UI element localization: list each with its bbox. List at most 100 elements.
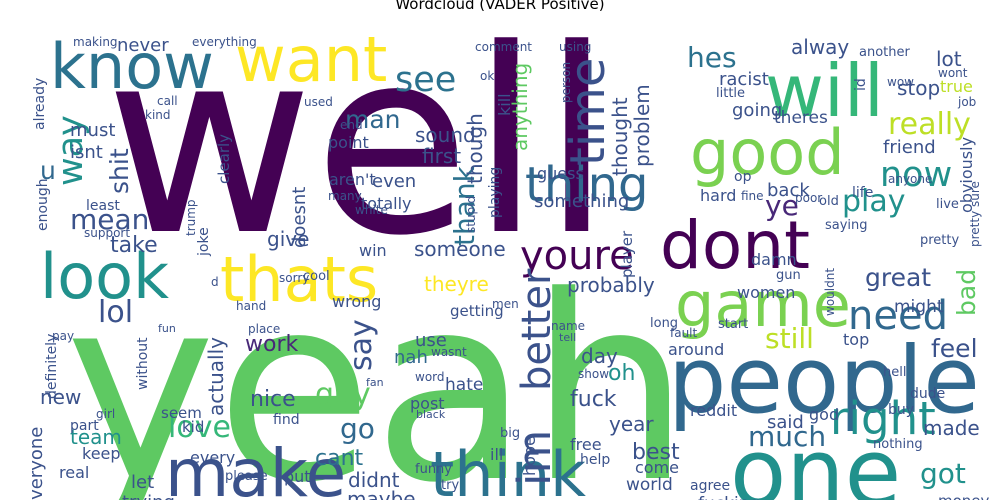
word-kid: kid <box>182 418 204 436</box>
word-make: make <box>165 435 346 500</box>
word-thought: thought <box>608 97 632 176</box>
word-wow: wow <box>887 75 914 89</box>
word-god: god <box>809 405 839 424</box>
word-saying: saying <box>825 218 868 233</box>
word-fan: fan <box>366 376 384 389</box>
word-im: im <box>508 430 561 486</box>
word-ye: ye <box>765 189 799 222</box>
word-use: use <box>415 330 447 351</box>
word-wont: wont <box>938 66 968 80</box>
word-better: better <box>514 268 560 391</box>
word-lot: lot <box>936 47 962 71</box>
word-need: need <box>848 293 948 339</box>
word-feel: feel <box>931 334 978 363</box>
word-place: place <box>248 322 280 336</box>
word-dude: dude <box>910 386 945 402</box>
word-wrong: wrong <box>332 292 381 311</box>
word-year: year <box>609 412 654 436</box>
word-theres: theres <box>774 108 828 128</box>
word-one: one <box>730 419 901 500</box>
word-hes: hes <box>687 41 737 74</box>
word-guess: guess <box>537 164 584 183</box>
word-top: top <box>843 330 869 349</box>
word-must: must <box>70 120 115 141</box>
word-fine: fine <box>741 189 764 203</box>
word-cool: cool <box>303 269 330 284</box>
word-hand: hand <box>236 299 266 313</box>
word-dont: dont <box>660 207 810 284</box>
word-long: long <box>650 316 678 331</box>
word-someone: someone <box>414 237 506 261</box>
word-even: even <box>372 171 416 192</box>
word-doesnt: doesnt <box>289 187 310 248</box>
word-maybe: maybe <box>347 487 416 500</box>
word-know: know <box>50 30 214 103</box>
word-back: back <box>767 180 810 201</box>
word-find: find <box>273 412 300 428</box>
word-time: time <box>560 58 616 166</box>
word-anyone: anyone <box>888 172 932 186</box>
word-ok: ok <box>480 69 494 83</box>
word-didnt: didnt <box>348 468 400 492</box>
word-actually: actually <box>204 337 228 416</box>
word-put: put <box>284 467 311 486</box>
word-person: person <box>559 62 573 103</box>
word-obviously: obviously <box>957 137 976 213</box>
word-enough: enough <box>35 178 51 231</box>
word-pretty: pretty <box>920 233 960 248</box>
word-player: player <box>618 230 636 278</box>
word-want: want <box>235 23 387 96</box>
word-best: best <box>632 440 680 465</box>
word-guy: guy <box>315 377 371 412</box>
word-seem: seem <box>161 404 202 422</box>
word-life: life <box>852 185 873 201</box>
word-got: got <box>920 457 966 490</box>
word-help: help <box>580 452 610 468</box>
word-call: call <box>157 94 178 108</box>
word-black: black <box>416 408 446 421</box>
word-please: please <box>225 469 268 484</box>
word-playing: playing <box>487 167 503 218</box>
word-definitely: definitely <box>44 334 60 399</box>
word-buy: buy <box>888 402 914 418</box>
word-play: play <box>842 184 906 219</box>
word-thats: thats <box>220 243 378 316</box>
word-wasnt: wasnt <box>431 345 467 359</box>
word-true: true <box>940 77 973 96</box>
word-lol: lol <box>98 295 133 330</box>
word-big: big <box>500 426 520 441</box>
word-take: take <box>110 233 158 258</box>
word-way: way <box>51 115 91 186</box>
word-nothing: nothing <box>873 437 923 452</box>
word-free: free <box>570 435 602 454</box>
word-team: team <box>70 425 122 449</box>
word-racist: racist <box>719 69 769 90</box>
word-op: op <box>734 169 752 185</box>
chart-title: Wordcloud (VADER Positive) <box>395 0 605 13</box>
word-u: u <box>40 156 56 185</box>
word-pretty-sure: pretty sure <box>968 181 982 247</box>
word-real: real <box>59 463 89 482</box>
word-bad: bad <box>952 269 981 316</box>
word-thing: thing <box>525 157 648 213</box>
word-getting: getting <box>450 302 504 320</box>
word-youre: youre <box>520 233 634 279</box>
word-trying: trying <box>122 492 175 500</box>
word-poor: poor <box>795 191 822 205</box>
word-win: win <box>359 241 387 260</box>
word-name: name <box>551 319 585 333</box>
word-joke: joke <box>196 227 212 257</box>
word-world: world <box>626 475 673 495</box>
word-white: white <box>355 203 388 217</box>
word-aren-t: aren't <box>329 170 376 189</box>
word-pay: pay <box>52 329 74 343</box>
word-making: making <box>73 35 118 49</box>
word-good: good <box>690 116 845 189</box>
word-start: start <box>718 317 748 332</box>
word-clearly: clearly <box>215 134 233 184</box>
word-shit: shit <box>105 148 134 194</box>
word-fun: fun <box>158 322 176 335</box>
word-least: least <box>86 198 120 214</box>
word-support: support <box>84 226 130 240</box>
word-day: day <box>581 344 618 368</box>
